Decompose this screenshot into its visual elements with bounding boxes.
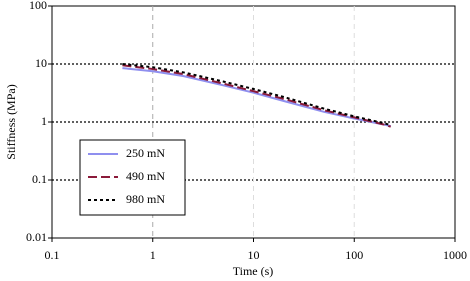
x-tick-label: 0.1 — [45, 248, 60, 262]
y-tick-label: 10 — [35, 56, 47, 70]
y-tick-label: 0.01 — [26, 230, 47, 244]
x-tick-label: 1 — [150, 248, 156, 262]
series-line — [122, 63, 391, 127]
legend-label: 250 mN — [126, 146, 165, 160]
y-tick-label: 100 — [29, 0, 47, 12]
legend-label: 490 mN — [126, 169, 165, 183]
x-tick-label: 1000 — [443, 248, 467, 262]
y-tick-label: 0.1 — [32, 172, 47, 186]
legend-box — [79, 139, 186, 216]
x-tick-label: 10 — [248, 248, 260, 262]
series-line — [122, 64, 392, 128]
y-axis-title: Stiffness (MPa) — [4, 84, 18, 159]
legend-label: 980 mN — [126, 192, 165, 206]
x-axis-title: Time (s) — [233, 264, 274, 278]
x-tick-label: 100 — [345, 248, 363, 262]
y-tick-label: 1 — [41, 114, 47, 128]
